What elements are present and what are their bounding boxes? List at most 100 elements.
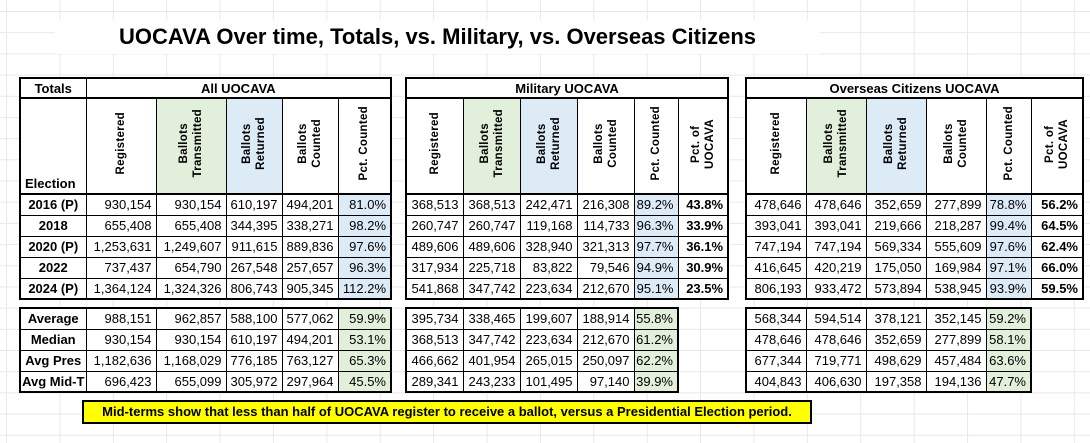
cell-pct-counted[interactable]: 81.0% bbox=[337, 193, 392, 216]
cell-ballots-returned[interactable]: 610,197 bbox=[225, 328, 283, 351]
cell-ballots-returned[interactable]: 305,972 bbox=[225, 370, 283, 393]
cell-pct-counted[interactable]: 47.7% bbox=[985, 370, 1032, 393]
cell-registered[interactable]: 747,194 bbox=[745, 235, 807, 258]
cell-pct-counted[interactable]: 97.7% bbox=[633, 235, 679, 258]
cell-ballots-transmitted[interactable]: 338,465 bbox=[462, 307, 521, 330]
cell-ballots-counted[interactable]: 194,136 bbox=[925, 370, 987, 393]
cell-ballots-returned[interactable]: 569,334 bbox=[865, 235, 927, 258]
cell-pct-of-uocava[interactable]: 66.0% bbox=[1030, 256, 1084, 279]
section-banner[interactable]: Military UOCAVA bbox=[405, 77, 729, 99]
column-header-ballots-transmitted[interactable]: Ballots Transmitted bbox=[805, 97, 867, 195]
cell-registered[interactable]: 404,843 bbox=[745, 370, 807, 393]
cell-pct-counted[interactable]: 65.3% bbox=[337, 349, 392, 372]
cell-pct-counted[interactable]: 97.1% bbox=[985, 256, 1032, 279]
cell-registered[interactable]: 478,646 bbox=[745, 328, 807, 351]
summary-row-label[interactable]: Average bbox=[19, 307, 87, 330]
cell-ballots-transmitted[interactable]: 478,646 bbox=[805, 328, 867, 351]
cell-pct-counted[interactable]: 112.2% bbox=[337, 277, 392, 300]
cell-ballots-counted[interactable]: 212,670 bbox=[576, 277, 635, 300]
cell-ballots-counted[interactable]: 277,899 bbox=[925, 193, 987, 216]
column-header-pct-counted[interactable]: Pct. Counted bbox=[985, 97, 1032, 195]
cell-ballots-returned[interactable]: 223,634 bbox=[519, 328, 578, 351]
cell-registered[interactable]: 489,606 bbox=[405, 235, 464, 258]
cell-pct-of-uocava[interactable]: 33.9% bbox=[677, 214, 729, 237]
cell-ballots-transmitted[interactable]: 347,742 bbox=[462, 277, 521, 300]
cell-ballots-counted[interactable]: 352,145 bbox=[925, 307, 987, 330]
cell-registered[interactable]: 930,154 bbox=[85, 328, 157, 351]
cell-ballots-returned[interactable]: 119,168 bbox=[519, 214, 578, 237]
cell-ballots-returned[interactable]: 911,615 bbox=[225, 235, 283, 258]
cell-ballots-counted[interactable]: 763,127 bbox=[281, 349, 339, 372]
column-header-registered[interactable]: Registered bbox=[405, 97, 464, 195]
cell-ballots-counted[interactable]: 97,140 bbox=[576, 370, 635, 393]
cell-pct-counted[interactable]: 59.2% bbox=[985, 307, 1032, 330]
cell-registered[interactable]: 655,408 bbox=[85, 214, 157, 237]
cell-ballots-returned[interactable]: 242,471 bbox=[519, 193, 578, 216]
cell-pct-counted[interactable]: 96.3% bbox=[633, 214, 679, 237]
cell-pct-counted[interactable]: 39.9% bbox=[633, 370, 679, 393]
cell-registered[interactable]: 988,151 bbox=[85, 307, 157, 330]
cell-pct-of-uocava[interactable]: 43.8% bbox=[677, 193, 729, 216]
cell-ballots-returned[interactable]: 223,634 bbox=[519, 277, 578, 300]
cell-ballots-transmitted[interactable]: 225,718 bbox=[462, 256, 521, 279]
column-header-registered[interactable]: Registered bbox=[745, 97, 807, 195]
cell-ballots-transmitted[interactable]: 260,747 bbox=[462, 214, 521, 237]
cell-ballots-transmitted[interactable]: 747,194 bbox=[805, 235, 867, 258]
cell-ballots-returned[interactable]: 175,050 bbox=[865, 256, 927, 279]
cell-pct-of-uocava[interactable]: 36.1% bbox=[677, 235, 729, 258]
section-banner[interactable]: Overseas Citizens UOCAVA bbox=[745, 77, 1084, 99]
cell-pct-counted[interactable]: 61.2% bbox=[633, 328, 679, 351]
cell-registered[interactable]: 568,344 bbox=[745, 307, 807, 330]
column-header-ballots-transmitted[interactable]: Ballots Transmitted bbox=[155, 97, 227, 195]
cell-ballots-counted[interactable]: 905,345 bbox=[281, 277, 339, 300]
cell-ballots-returned[interactable]: 352,659 bbox=[865, 193, 927, 216]
cell-pct-counted[interactable]: 98.2% bbox=[337, 214, 392, 237]
cell-ballots-transmitted[interactable]: 655,408 bbox=[155, 214, 227, 237]
cell-ballots-returned[interactable]: 352,659 bbox=[865, 328, 927, 351]
cell-ballots-counted[interactable]: 216,308 bbox=[576, 193, 635, 216]
cell-ballots-counted[interactable]: 538,945 bbox=[925, 277, 987, 300]
cell-registered[interactable]: 696,423 bbox=[85, 370, 157, 393]
cell-ballots-returned[interactable]: 83,822 bbox=[519, 256, 578, 279]
column-header-ballots-returned[interactable]: Ballots Returned bbox=[865, 97, 927, 195]
cell-ballots-counted[interactable]: 494,201 bbox=[281, 193, 339, 216]
cell-ballots-transmitted[interactable]: 243,233 bbox=[462, 370, 521, 393]
cell-registered[interactable]: 289,341 bbox=[405, 370, 464, 393]
cell-ballots-counted[interactable]: 297,964 bbox=[281, 370, 339, 393]
row-label[interactable]: 2022 bbox=[19, 256, 87, 279]
cell-registered[interactable]: 395,734 bbox=[405, 307, 464, 330]
cell-ballots-returned[interactable]: 573,894 bbox=[865, 277, 927, 300]
cell-ballots-returned[interactable]: 219,666 bbox=[865, 214, 927, 237]
cell-registered[interactable]: 1,182,636 bbox=[85, 349, 157, 372]
cell-ballots-returned[interactable]: 197,358 bbox=[865, 370, 927, 393]
cell-ballots-returned[interactable]: 776,185 bbox=[225, 349, 283, 372]
cell-registered[interactable]: 1,253,631 bbox=[85, 235, 157, 258]
cell-ballots-returned[interactable]: 101,495 bbox=[519, 370, 578, 393]
cell-ballots-counted[interactable]: 218,287 bbox=[925, 214, 987, 237]
cell-ballots-transmitted[interactable]: 1,324,326 bbox=[155, 277, 227, 300]
summary-row-label[interactable]: Avg Mid-T bbox=[19, 370, 87, 393]
cell-ballots-counted[interactable]: 338,271 bbox=[281, 214, 339, 237]
row-label[interactable]: 2018 bbox=[19, 214, 87, 237]
cell-ballots-transmitted[interactable]: 347,742 bbox=[462, 328, 521, 351]
cell-ballots-counted[interactable]: 169,984 bbox=[925, 256, 987, 279]
cell-ballots-transmitted[interactable]: 930,154 bbox=[155, 328, 227, 351]
summary-row-label[interactable]: Median bbox=[19, 328, 87, 351]
cell-ballots-returned[interactable]: 328,940 bbox=[519, 235, 578, 258]
cell-pct-counted[interactable]: 94.9% bbox=[633, 256, 679, 279]
cell-ballots-transmitted[interactable]: 594,514 bbox=[805, 307, 867, 330]
cell-ballots-counted[interactable]: 114,733 bbox=[576, 214, 635, 237]
cell-pct-counted[interactable]: 62.2% bbox=[633, 349, 679, 372]
cell-ballots-returned[interactable]: 378,121 bbox=[865, 307, 927, 330]
cell-registered[interactable]: 806,193 bbox=[745, 277, 807, 300]
cell-ballots-transmitted[interactable]: 930,154 bbox=[155, 193, 227, 216]
cell-pct-counted[interactable]: 93.9% bbox=[985, 277, 1032, 300]
cell-ballots-counted[interactable]: 188,914 bbox=[576, 307, 635, 330]
cell-pct-counted[interactable]: 97.6% bbox=[337, 235, 392, 258]
column-header-ballots-counted[interactable]: Ballots Counted bbox=[576, 97, 635, 195]
cell-registered[interactable]: 416,645 bbox=[745, 256, 807, 279]
cell-registered[interactable]: 541,868 bbox=[405, 277, 464, 300]
row-label[interactable]: 2020 (P) bbox=[19, 235, 87, 258]
cell-registered[interactable]: 368,513 bbox=[405, 193, 464, 216]
cell-pct-counted[interactable]: 53.1% bbox=[337, 328, 392, 351]
